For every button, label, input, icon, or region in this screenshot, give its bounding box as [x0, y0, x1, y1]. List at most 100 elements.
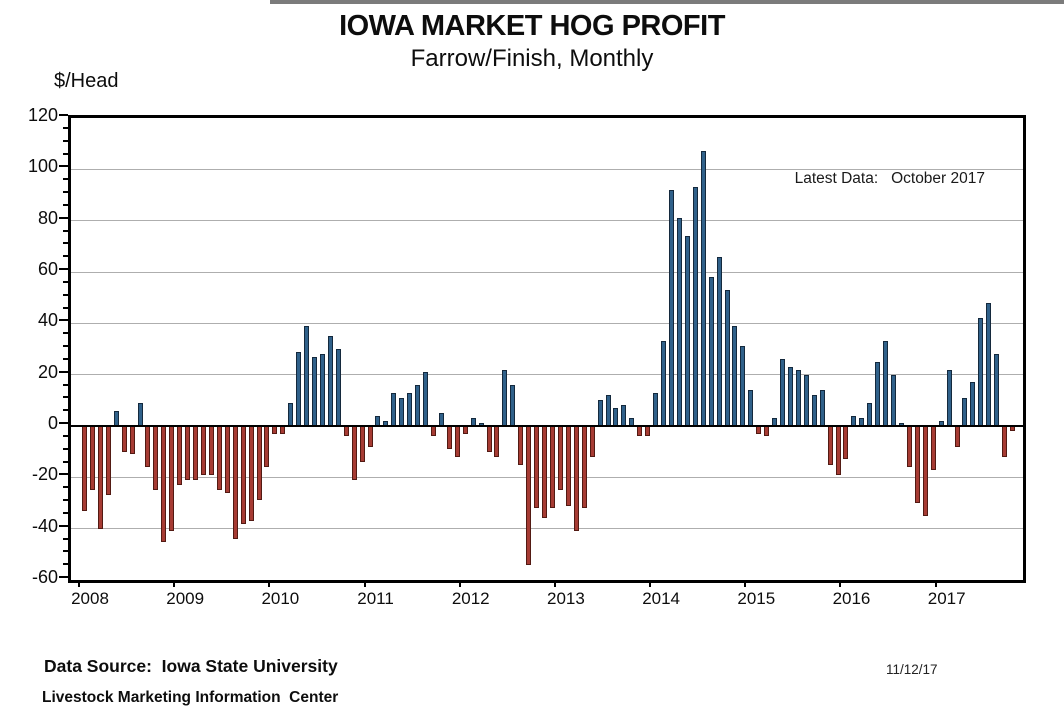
- bar-2013-01: [557, 426, 563, 491]
- y-minor-tick-50: [63, 293, 68, 296]
- y-minor-tick-15: [63, 383, 68, 386]
- bar-2008-10: [153, 426, 159, 491]
- y-axis-label-0: 0: [47, 413, 58, 433]
- y-minor-tick--55: [63, 563, 68, 566]
- bar-2015-03: [764, 426, 770, 437]
- y-minor-tick-115: [63, 126, 68, 129]
- bar-2010-04: [296, 351, 302, 426]
- bar-2013-06: [597, 400, 603, 426]
- y-major-tick-60: [59, 268, 68, 270]
- y-minor-tick--25: [63, 486, 68, 489]
- bar-2009-08: [232, 426, 238, 539]
- x-tick-2016: [839, 580, 842, 587]
- bar-2015-02: [756, 426, 762, 434]
- x-axis-label-2008: 2008: [71, 589, 109, 608]
- x-tick-2008: [78, 580, 80, 587]
- y-major-tick--60: [59, 576, 68, 578]
- bar-2008-04: [105, 426, 111, 496]
- y-minor-tick-45: [63, 306, 68, 309]
- gridline-80: [71, 220, 1023, 222]
- y-minor-tick-10: [63, 396, 68, 399]
- bar-2016-12: [930, 426, 936, 470]
- y-minor-tick--30: [63, 499, 68, 501]
- bar-2009-02: [185, 426, 191, 480]
- bar-2015-07: [795, 369, 801, 426]
- bar-2013-12: [645, 426, 651, 437]
- bar-2013-03: [573, 426, 579, 532]
- y-minor-tick-110: [63, 139, 68, 142]
- report-date: 11/12/17: [886, 662, 938, 677]
- bar-2010-06: [312, 356, 318, 426]
- bar-2015-06: [787, 366, 793, 426]
- y-minor-tick-25: [63, 357, 68, 360]
- chart-subtitle: Farrow/Finish, Monthly: [410, 45, 654, 72]
- bar-2017-06: [978, 318, 984, 426]
- y-axis-label-120: 120: [27, 105, 58, 125]
- bar-2012-11: [542, 426, 548, 519]
- y-minor-tick-30: [63, 345, 68, 347]
- y-axis-label-80: 80: [37, 207, 58, 228]
- x-axis-label-2009: 2009: [166, 589, 205, 608]
- bar-2011-08: [423, 372, 429, 426]
- bar-2014-11: [732, 325, 738, 426]
- bar-2008-11: [161, 426, 167, 542]
- y-axis-label-100: 100: [27, 156, 58, 177]
- bar-2011-07: [415, 384, 421, 426]
- bar-2009-05: [208, 426, 214, 475]
- bar-2016-09: [906, 426, 912, 468]
- y-minor-tick-5: [63, 409, 68, 412]
- gridline-20: [71, 374, 1023, 376]
- bar-2008-09: [145, 426, 151, 468]
- bar-2009-12: [264, 426, 270, 468]
- bar-2014-12: [740, 346, 746, 426]
- y-axis-unit-label: $/Head: [54, 70, 119, 92]
- bar-2010-05: [304, 325, 310, 426]
- bar-2016-01: [843, 426, 849, 460]
- bar-2014-04: [676, 218, 682, 426]
- y-axis-label-20: 20: [37, 361, 58, 382]
- y-minor-tick-75: [63, 229, 68, 232]
- bar-2017-08: [994, 354, 1000, 426]
- bar-2016-05: [875, 361, 881, 426]
- bar-2017-03: [954, 426, 960, 447]
- bar-2009-04: [200, 426, 206, 475]
- x-axis-label-2013: 2013: [547, 589, 585, 608]
- bar-2012-10: [534, 426, 540, 509]
- latest-data-annotation: Latest Data: October 2017: [794, 170, 985, 187]
- x-tick-2012: [458, 580, 461, 587]
- bar-2011-01: [367, 426, 373, 447]
- y-minor-tick-90: [63, 191, 68, 193]
- bar-2016-10: [914, 426, 920, 503]
- y-major-tick-100: [59, 165, 68, 168]
- bar-2013-08: [613, 408, 619, 426]
- y-minor-tick-85: [63, 203, 68, 206]
- x-axis-label-2016: 2016: [832, 589, 871, 608]
- gridline--40: [71, 528, 1023, 530]
- gridline-60: [71, 271, 1023, 273]
- bar-2017-04: [962, 397, 968, 426]
- x-tick-2015: [744, 580, 747, 587]
- x-tick-2009: [173, 580, 176, 587]
- y-major-tick-0: [59, 422, 68, 424]
- y-major-tick-80: [59, 216, 68, 219]
- y-minor-tick-70: [63, 242, 68, 245]
- y-minor-tick--45: [63, 537, 68, 540]
- bar-2012-08: [518, 426, 524, 465]
- x-axis-label-2017: 2017: [927, 589, 966, 608]
- x-tick-2014: [649, 580, 652, 587]
- bar-2013-09: [621, 405, 627, 426]
- bar-2008-12: [169, 426, 175, 532]
- y-minor-tick--5: [63, 434, 68, 437]
- bar-2014-09: [716, 256, 722, 426]
- bar-2012-09: [526, 426, 532, 565]
- bar-2015-11: [827, 426, 833, 465]
- bar-2014-02: [661, 341, 667, 426]
- bar-2011-12: [454, 426, 460, 457]
- bar-2011-11: [446, 426, 452, 450]
- bar-2009-11: [256, 426, 262, 501]
- bar-2017-09: [1002, 426, 1008, 457]
- x-axis-label-2014: 2014: [642, 589, 681, 608]
- y-minor-tick-55: [63, 280, 68, 283]
- bar-2017-05: [970, 382, 976, 426]
